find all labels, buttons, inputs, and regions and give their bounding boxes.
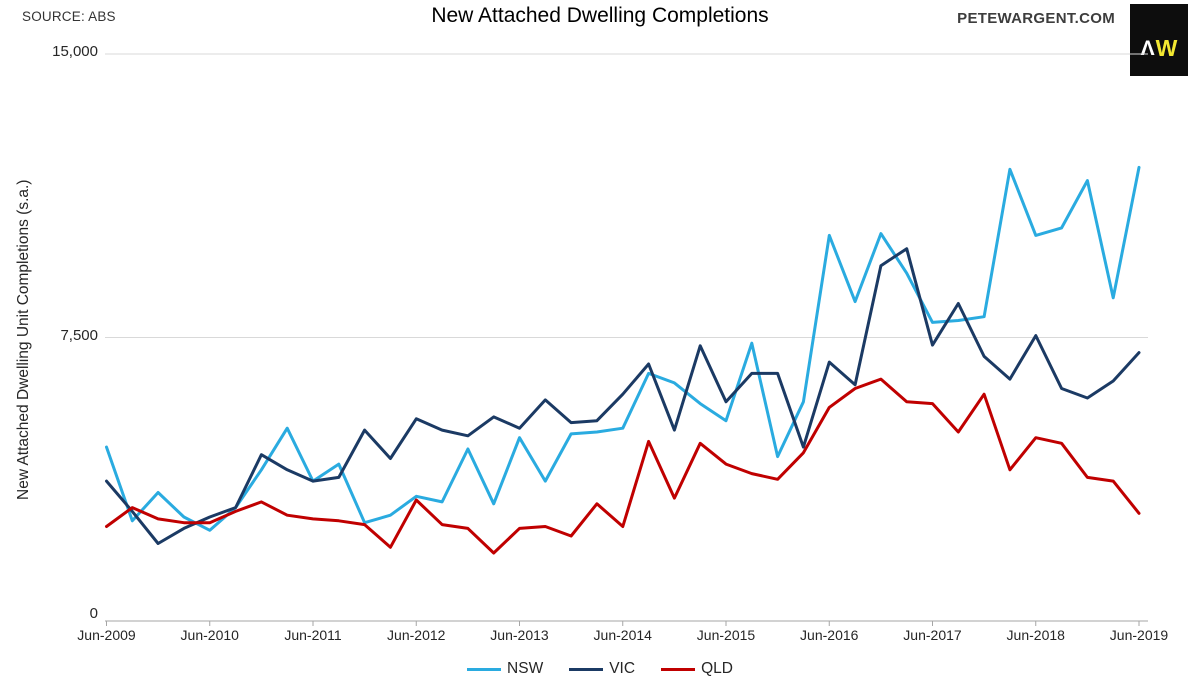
legend-label-vic: VIC <box>609 660 636 677</box>
x-axis-tick-label: Jun-2014 <box>593 627 652 643</box>
x-axis-tick-label: Jun-2010 <box>180 627 239 643</box>
logo-letter-w: W <box>1155 34 1178 61</box>
chart-title: New Attached Dwelling Completions <box>431 4 769 27</box>
legend-swatch-vic <box>569 667 604 671</box>
series-line-qld <box>105 377 1141 555</box>
legend-item-vic: VIC <box>569 660 635 678</box>
source-label: SOURCE: ABS <box>22 9 116 24</box>
legend-swatch-qld <box>661 667 696 671</box>
logo-letter-lambda: Λ <box>1140 36 1155 60</box>
legend-item-nsw: NSW <box>467 660 543 678</box>
x-axis-tick-label: Jun-2018 <box>1006 627 1065 643</box>
x-axis-tick-label: Jun-2012 <box>387 627 446 643</box>
x-axis-tick-label: Jun-2011 <box>284 627 342 643</box>
legend-item-qld: QLD <box>661 660 733 678</box>
y-axis-tick-label: 15,000 <box>52 43 98 60</box>
x-axis-tick-label: Jun-2013 <box>490 627 549 643</box>
x-axis-tick-label: Jun-2009 <box>77 627 136 643</box>
legend-label-qld: QLD <box>701 660 733 677</box>
x-axis-tick-label: Jun-2019 <box>1109 627 1169 643</box>
series-line-nsw <box>105 165 1141 532</box>
legend-swatch-nsw <box>467 667 502 671</box>
x-axis-tick-label: Jun-2016 <box>800 627 859 643</box>
legend-label-nsw: NSW <box>507 660 544 677</box>
series-line-vic <box>105 247 1141 545</box>
y-axis-tick-label: 0 <box>89 605 98 622</box>
petewargent-logo: Λ W <box>1130 4 1188 76</box>
x-axis-tick-label: Jun-2015 <box>696 627 756 643</box>
x-axis-tick-label: Jun-2017 <box>903 627 962 643</box>
site-label: PETEWARGENT.COM <box>957 10 1115 27</box>
y-axis-tick-label: 7,500 <box>60 326 98 344</box>
chart-legend: NSW VIC QLD <box>0 660 1200 678</box>
